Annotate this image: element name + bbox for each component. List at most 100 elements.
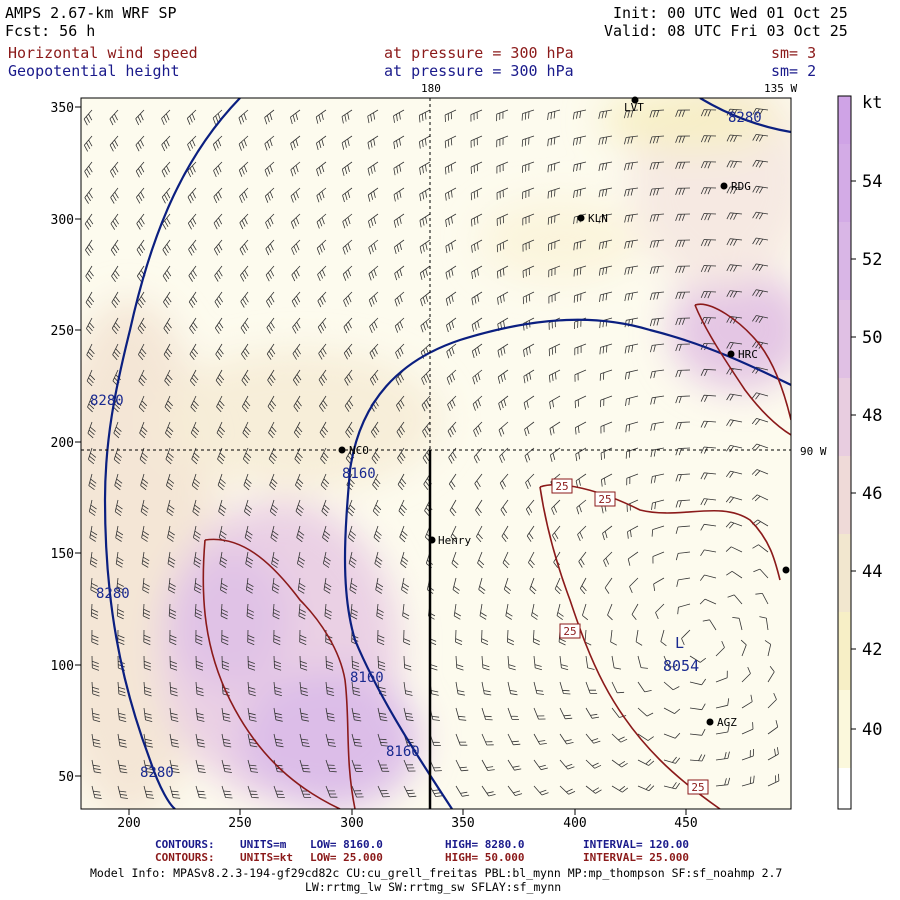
wind-barb [481, 759, 495, 771]
wind-barb [650, 447, 665, 458]
wind-barb [700, 265, 717, 273]
wind-barb [85, 239, 94, 256]
wind-barb [675, 135, 691, 143]
wind-barb [523, 343, 535, 357]
wind-barb [700, 394, 717, 402]
wind-barb [726, 570, 743, 579]
wind-barb [163, 317, 172, 335]
colorbar-tick: 54 [862, 172, 882, 192]
wind-barb [239, 239, 249, 256]
wind-barb [239, 187, 249, 204]
wind-barb [325, 655, 334, 671]
wind-barb [89, 551, 98, 568]
wind-barb [110, 239, 120, 256]
wind-barb [611, 655, 622, 670]
wind-barb [399, 525, 408, 543]
wind-barb [675, 369, 691, 378]
wind-barb [548, 343, 561, 357]
wind-barb [649, 187, 665, 196]
wind-barb [675, 525, 691, 534]
wind-barb [675, 239, 691, 248]
wind-barb [503, 577, 512, 595]
wind-barb [600, 421, 613, 434]
wind-barb [139, 421, 148, 439]
wind-barb [393, 109, 405, 123]
wind-barb [652, 551, 665, 564]
wind-barb [419, 239, 431, 254]
wind-barb [322, 551, 331, 568]
wind-barb [610, 629, 617, 646]
wind-barb [585, 733, 601, 744]
wind-barb [547, 161, 561, 173]
wind-barb [169, 655, 178, 671]
wind-barb [273, 629, 281, 646]
wind-barb [135, 109, 145, 126]
meridian-labels: 180 135 W 90 W [421, 82, 827, 458]
wind-barb [373, 525, 382, 543]
wind-barb [473, 421, 483, 438]
wind-barb [637, 681, 652, 693]
station-dot [631, 96, 639, 104]
wind-barb [496, 265, 509, 279]
wind-barb [753, 568, 769, 579]
wind-barb [521, 109, 535, 121]
wind-barb [624, 135, 639, 145]
wind-barb [751, 392, 769, 400]
wind-barb [161, 135, 171, 152]
wind-barb [162, 213, 171, 230]
wind-barb [88, 447, 97, 465]
wind-barb [549, 447, 561, 462]
wind-barb [715, 751, 730, 761]
station-label: NCO [349, 444, 369, 457]
wind-barb [611, 785, 629, 793]
wind-barb [212, 109, 223, 125]
station-dot [706, 718, 714, 726]
wind-barb [455, 681, 465, 696]
wind-barb [767, 747, 779, 761]
wind-barb [523, 369, 535, 384]
wind-barb [162, 239, 171, 256]
wind-barb [343, 317, 353, 334]
wind-barb [421, 395, 431, 412]
wind-barb [136, 265, 146, 282]
x-tick-label: 400 [563, 816, 586, 831]
wind-barb [394, 265, 405, 281]
wind-barb [599, 317, 613, 329]
wind-barb [403, 629, 411, 646]
wind-barb [136, 213, 145, 230]
wind-barb [715, 640, 725, 657]
level-height: at pressure = 300 hPa [384, 62, 574, 80]
wind-barb [525, 499, 535, 516]
contour2-units: UNITS=kt [240, 851, 293, 864]
wind-barb [725, 470, 743, 478]
wind-barb [751, 494, 769, 502]
x-tick-label: 350 [451, 816, 474, 831]
wind-barb [188, 291, 198, 308]
wind-barb [247, 733, 258, 748]
model-info: Model Info: MPASv8.2.3-194-gf29cd82c CU:… [90, 866, 783, 880]
wind-barb [114, 473, 123, 491]
wind-barb [139, 447, 148, 465]
wind-barb [143, 655, 152, 671]
wind-barb [345, 421, 354, 439]
wind-barb [445, 291, 457, 306]
wind-barb [290, 109, 301, 125]
wind-barb [316, 135, 327, 151]
wind-barb [117, 681, 126, 697]
contour2-high: HIGH= 50.000 [445, 851, 525, 864]
wind-barb [220, 577, 228, 594]
wind-barb [316, 187, 327, 203]
wind-barb [194, 603, 203, 620]
wind-barb [496, 239, 509, 253]
wind-barb [751, 469, 769, 477]
wind-barb [136, 187, 145, 204]
wind-barb [217, 473, 226, 491]
wind-barb [574, 343, 587, 356]
wind-barb [316, 239, 327, 255]
height-label: 8160 [386, 744, 420, 760]
wind-barb [637, 759, 655, 766]
wind-barb [598, 239, 613, 250]
wind-barb [247, 655, 256, 671]
wind-barb [496, 161, 509, 174]
wind-barb [325, 785, 338, 798]
